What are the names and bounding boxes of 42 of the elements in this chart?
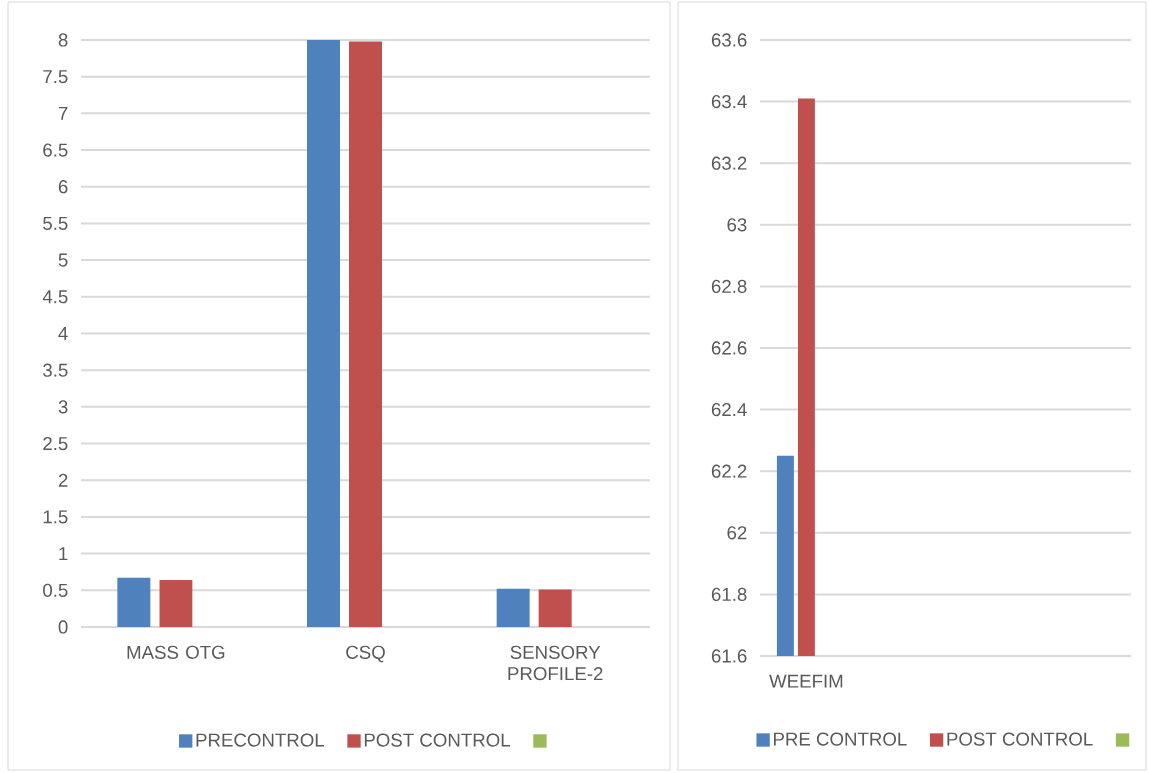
legend-label: POST CONTROL	[364, 733, 510, 747]
y-tick-label: 0.5	[43, 583, 68, 597]
x-tick-label: SENSORY PROFILE-2	[508, 645, 603, 681]
y-tick-label: 6.5	[43, 143, 68, 157]
y-tick-label: 8	[58, 33, 68, 47]
bar	[307, 40, 340, 627]
y-tick-label: 3.5	[43, 363, 68, 377]
legend-label: POST CONTROL	[947, 732, 1093, 746]
y-tick-label: 5.5	[43, 216, 68, 230]
y-tick-label: 63.2	[711, 156, 747, 170]
legend-label: PRE CONTROL	[773, 732, 907, 746]
y-tick-label: 63	[727, 218, 747, 232]
y-tick-label: 1	[59, 547, 68, 561]
bar	[349, 41, 382, 627]
y-tick-label: 62	[727, 526, 747, 540]
y-tick-label: 2	[58, 473, 68, 487]
y-tick-label: 1.5	[43, 510, 68, 524]
y-tick-label: 7	[58, 106, 68, 120]
y-tick-label: 4.5	[42, 290, 68, 304]
y-tick-label: 2.5	[43, 436, 68, 451]
y-tick-label: 61.8	[711, 587, 747, 602]
x-tick-label: MASS OTG	[127, 645, 225, 659]
x-tick-label: CSQ	[346, 645, 385, 663]
y-tick-label: 7.5	[43, 70, 68, 84]
bar	[496, 588, 530, 627]
y-tick-label: 62.6	[711, 341, 747, 355]
bar	[159, 580, 193, 627]
bar	[538, 589, 572, 627]
legend-label: PRECONTROL	[196, 733, 325, 747]
y-tick-label: 3	[58, 400, 68, 414]
y-tick-label: 63.6	[711, 33, 747, 47]
x-tick-label: WEEFIM	[769, 674, 843, 688]
y-tick-label: 62.2	[711, 464, 747, 478]
y-tick-label: 62.8	[711, 279, 747, 294]
y-tick-label: 62.4	[711, 402, 747, 417]
y-tick-label: 61.6	[711, 649, 747, 663]
y-tick-label: 0	[58, 620, 68, 634]
y-tick-label: 4	[58, 327, 68, 340]
y-tick-label: 6	[58, 180, 68, 194]
y-tick-label: 5	[58, 253, 68, 267]
bar	[117, 577, 151, 627]
y-tick-label: 63.4	[711, 94, 747, 109]
